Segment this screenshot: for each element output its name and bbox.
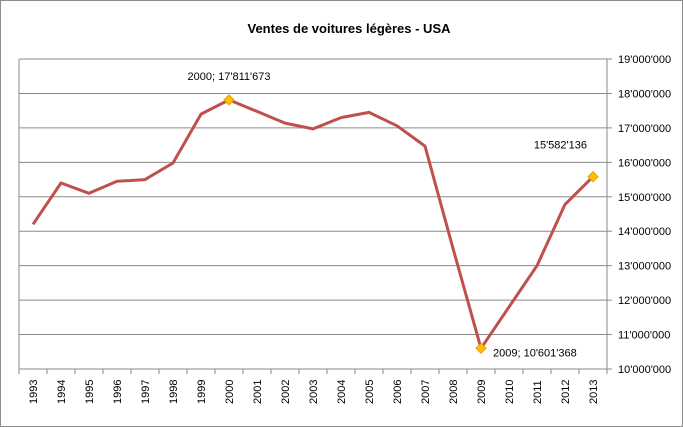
x-tick-label: 2005 [364,380,376,404]
series-group [31,98,595,350]
x-tick-labels: 1993 1994 1995 1996 1997 1998 1999 2000 2001 2002… [28,380,600,404]
y-tick-label: 14'000'000 [618,226,671,238]
x-tick-label: 2001 [252,380,264,404]
data-marker [587,171,599,183]
x-tick-label: 1998 [168,380,180,404]
x-tick-label: 2007 [420,380,432,404]
x-tick-label: 2009 [476,380,488,404]
x-tick-label: 2000 [224,380,236,404]
x-tick-label: 2002 [280,380,292,404]
data-marker [475,342,487,354]
y-tick-label: 18'000'000 [618,88,671,100]
x-tick-label: 1993 [28,380,40,404]
y-tick-label: 11'000'000 [618,330,670,342]
x-tick-label: 2008 [448,380,460,404]
y-tick-label: 10'000'000 [618,364,671,376]
data-label: 2000; 17'811'673 [188,71,271,83]
x-tick-label: 1994 [56,380,68,404]
x-tick-label: 2006 [392,380,404,404]
x-tick-label: 1995 [84,380,96,404]
series-line [31,98,595,350]
x-tick-label: 1997 [140,380,152,404]
x-tick-label: 2013 [588,380,600,404]
axes [18,58,612,374]
data-label: 2009; 10'601'368 [493,347,577,359]
x-tick-label: 2003 [308,380,320,404]
x-tick-label: 2012 [560,380,572,404]
y-tick-label: 12'000'000 [618,295,671,307]
x-tick-label: 2010 [504,380,516,404]
gridlines [19,58,607,336]
x-tick-label: 1996 [112,380,124,404]
annotation-group: 2000; 17'811'673 2009; 10'601'368 15'582'1… [188,71,587,359]
x-tick-label: 1999 [196,380,208,404]
y-tick-labels: 10'000'000 11'000'000 12'000'000 13'000'000… [618,54,671,376]
marker-group [223,94,599,354]
x-tick-label: 2004 [336,380,348,404]
y-tick-label: 15'000'000 [618,192,671,204]
data-marker [223,94,235,106]
y-tick-label: 17'000'000 [618,123,671,135]
x-tick-label: 2011 [532,380,544,404]
chart-title: Ventes de voitures légères - USA [247,21,451,36]
y-tick-label: 19'000'000 [618,54,671,66]
y-tick-label: 13'000'000 [618,261,671,273]
y-tick-label: 16'000'000 [618,157,671,169]
data-label: 15'582'136 [534,140,587,152]
